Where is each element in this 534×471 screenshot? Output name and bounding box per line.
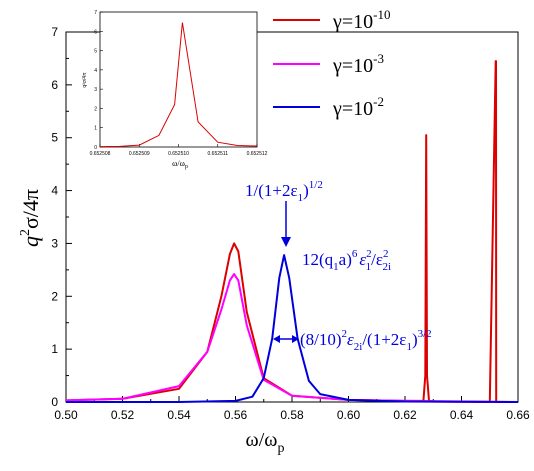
series-line-3: [66, 254, 519, 403]
x-axis-label: ω/ωp: [246, 429, 285, 456]
inset-series-line: [99, 22, 258, 148]
legend-label-3: γ=10-2: [332, 94, 384, 120]
x-tick-label: 0.50: [54, 408, 78, 422]
legend-label-1: γ=10-10: [332, 7, 390, 33]
legend: γ=10-10 γ=10-3 γ=10-2: [273, 7, 390, 120]
peak-height-annotation: 12(q1a)6 ε2 1/ε2 2i: [302, 248, 391, 273]
y-tick-label: 3: [51, 236, 58, 250]
inset-y-label: q²σ/4π: [82, 72, 88, 88]
inset-x-tick-label: 0.652509: [129, 151, 150, 157]
x-tick-label: 0.62: [393, 408, 417, 422]
inset-y-tick-label: 5: [94, 49, 97, 55]
x-axis-ticks: 0.50 0.52 0.54 0.56 0.58 0.60 0.62 0.64 0.66: [54, 396, 530, 422]
width-arrow-right-head: [292, 335, 299, 343]
inset-x-tick-label: 0.652508: [90, 151, 111, 157]
y-axis-label: q2σ/4π: [18, 189, 43, 247]
inset-x-tick-label: 0.652510: [168, 151, 189, 157]
inset-x-tick-label: 0.652511: [208, 151, 229, 157]
legend-entry-1: γ=10-10: [273, 7, 390, 33]
inset-series: [99, 22, 258, 148]
inset-x-tick-label: 0.652512: [247, 151, 268, 157]
legend-label-2: γ=10-3: [332, 51, 384, 77]
peak-width-annotation: (8/10)2ε2i/(1+2ε1)3/2: [300, 328, 432, 353]
x-tick-label: 0.52: [111, 408, 135, 422]
peak-arrow-head: [281, 237, 291, 247]
x-tick-label: 0.60: [337, 408, 361, 422]
x-tick-label: 0.64: [450, 408, 474, 422]
inset-x-label: ω/ωp: [172, 159, 188, 170]
series-group: [65, 60, 519, 403]
y-tick-label: 6: [51, 78, 58, 92]
width-arrow-left-head: [273, 335, 280, 343]
inset-ticks: 0.652508 0.652509 0.652510 0.652511 0.652512…: [90, 10, 268, 157]
inset-y-tick-label: 6: [94, 29, 97, 35]
inset-y-tick-label: 0: [94, 145, 97, 151]
inset-y-tick-label: 7: [94, 10, 97, 16]
y-tick-label: 5: [51, 131, 58, 145]
y-tick-label: 1: [51, 342, 58, 356]
inset-y-tick-label: 3: [94, 87, 97, 93]
annotations: 1/(1+2ε1)1/2 12(q1a)6 ε2 1/ε2 2i (8/10)2ε2i…: [245, 179, 432, 353]
y-tick-label: 7: [51, 25, 58, 39]
y-tick-label: 4: [51, 184, 58, 198]
x-tick-label: 0.54: [167, 408, 191, 422]
inset-chart: 0.652508 0.652509 0.652510 0.652511 0.652512…: [82, 10, 268, 170]
inset-frame: [99, 11, 258, 148]
inset-y-tick-label: 1: [94, 126, 97, 132]
y-axis-ticks: 0 1 2 3 4 5 6 7: [51, 25, 72, 409]
legend-entry-3: γ=10-2: [273, 94, 384, 120]
x-tick-label: 0.56: [224, 408, 248, 422]
y-tick-label: 2: [51, 289, 58, 303]
y-tick-label: 0: [51, 395, 58, 409]
peak-position-annotation: 1/(1+2ε1)1/2: [245, 179, 323, 204]
x-tick-label: 0.66: [506, 408, 530, 422]
series-line-2: [65, 273, 519, 403]
legend-entry-2: γ=10-3: [273, 51, 384, 77]
x-tick-label: 0.58: [280, 408, 304, 422]
inset-y-tick-label: 4: [94, 68, 97, 74]
inset-y-tick-label: 2: [94, 106, 97, 112]
